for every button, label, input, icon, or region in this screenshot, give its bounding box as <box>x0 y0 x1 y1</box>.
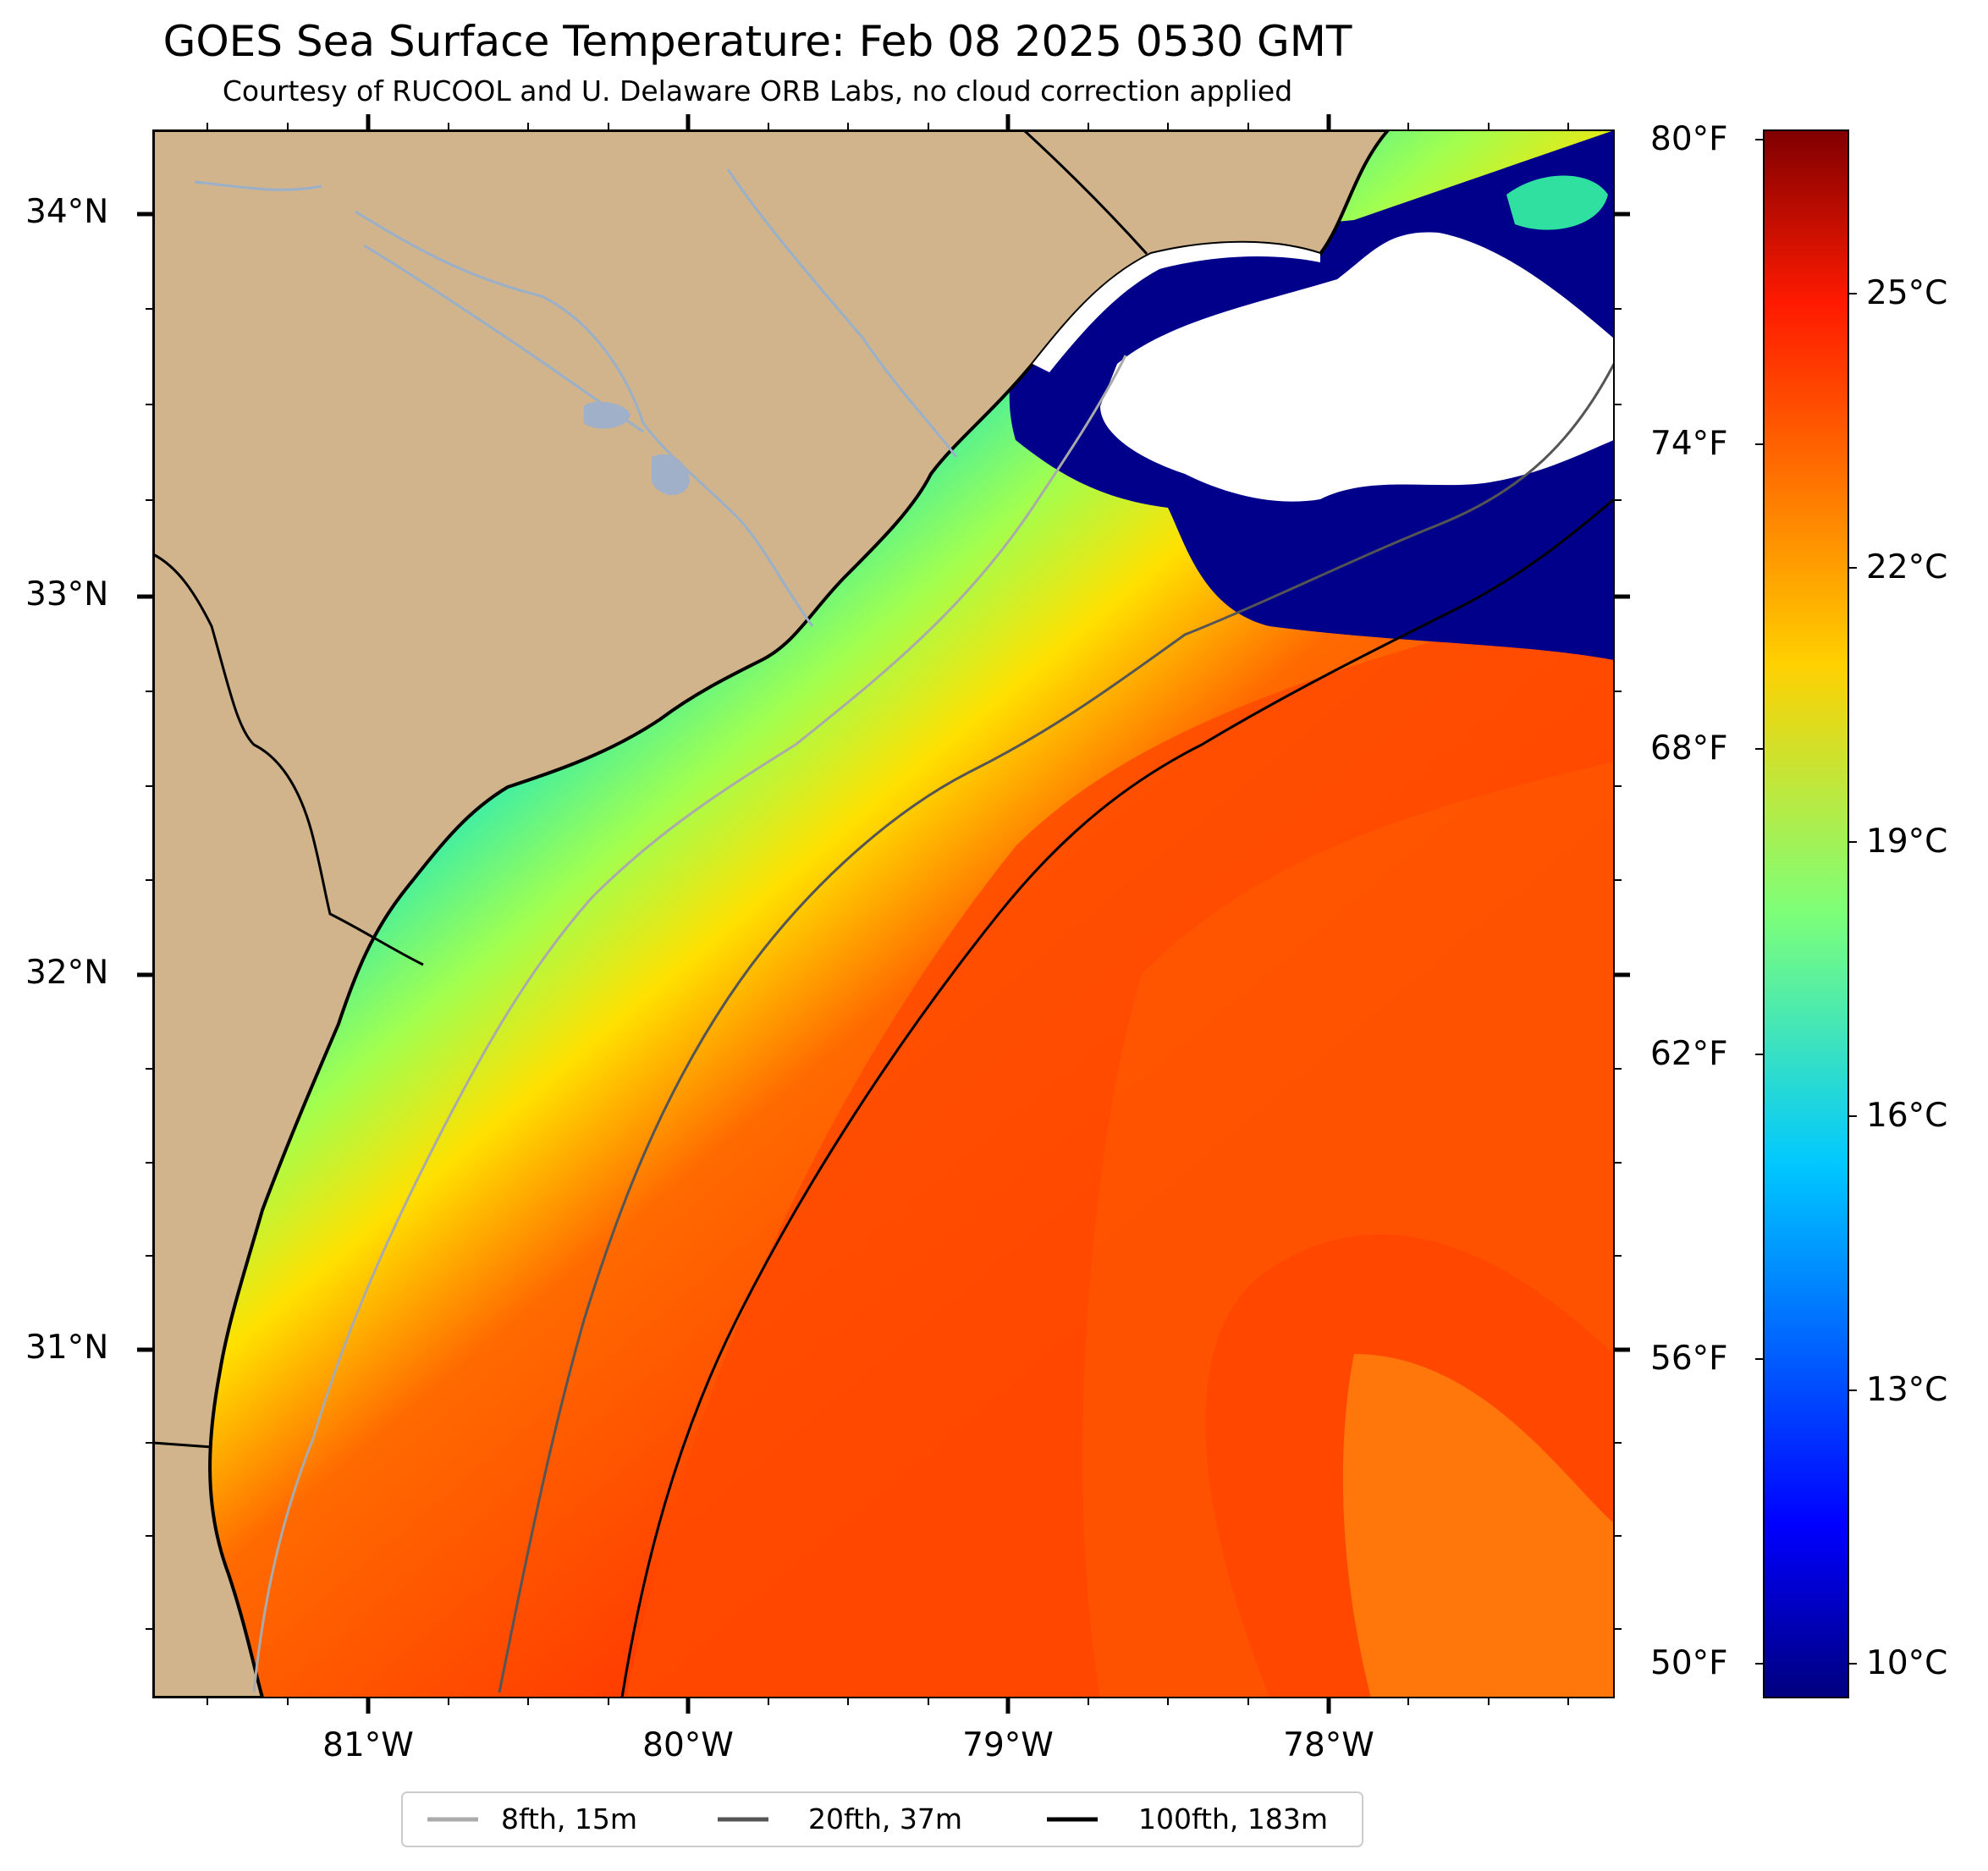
legend-box <box>401 1791 1363 1847</box>
lon-label-81: 81°W <box>322 1726 414 1764</box>
cbar-f-label-68: 68°F <box>1650 729 1728 768</box>
legend-label-20fth: 20fth, 37m <box>808 1802 962 1835</box>
warm-eddy <box>1082 762 1614 1698</box>
cbar-c-label-13: 13°C <box>1866 1371 1948 1409</box>
cbar-f-label-80: 80°F <box>1650 120 1728 158</box>
cbar-c-label-25: 25°C <box>1866 274 1948 312</box>
warm-patch <box>1342 1354 1614 1698</box>
cbar-c-label-16: 16°C <box>1866 1097 1948 1135</box>
lat-label-34: 34°N <box>25 193 109 231</box>
state-border-nc-sc <box>1022 130 1148 256</box>
rivers <box>194 168 958 627</box>
lat-label-33: 33°N <box>25 575 109 614</box>
legend-label-8fth: 8fth, 15m <box>501 1802 638 1835</box>
warm-spot-north <box>1506 175 1608 230</box>
colorbar <box>1763 129 1849 1698</box>
major-ticks <box>137 114 1630 1714</box>
cbar-f-label-62: 62°F <box>1650 1035 1728 1073</box>
chart-subtitle: Courtesy of RUCOOL and U. Delaware ORB L… <box>222 74 1293 107</box>
map-frame <box>152 129 1615 1698</box>
cloud-mask <box>1100 232 1614 502</box>
cbar-f-label-56: 56°F <box>1650 1340 1728 1378</box>
isobath-100fth <box>620 498 1614 1698</box>
lon-label-78: 78°W <box>1283 1726 1374 1764</box>
cbar-f-label-50: 50°F <box>1650 1644 1728 1682</box>
state-border-ga-fl <box>153 1441 212 1449</box>
chart-title: GOES Sea Surface Temperature: Feb 08 202… <box>162 17 1352 66</box>
isobath-8fth <box>252 355 1127 1693</box>
lat-label-32: 32°N <box>25 954 109 992</box>
lakes <box>584 401 690 495</box>
state-border-sc-ga <box>153 553 424 966</box>
legend-label-100fth: 100fth, 183m <box>1138 1802 1328 1835</box>
cbar-c-label-19: 19°C <box>1866 823 1948 861</box>
cbar-f-label-74: 74°F <box>1650 425 1728 463</box>
cbar-c-label-22: 22°C <box>1866 548 1948 586</box>
minor-ticks <box>146 123 1622 1705</box>
isobath-20fth <box>498 363 1614 1693</box>
lat-label-31: 31°N <box>25 1329 109 1367</box>
lon-label-79: 79°W <box>962 1726 1054 1764</box>
coastal-band <box>1033 242 1320 372</box>
lon-label-80: 80°W <box>642 1726 734 1764</box>
colorbar-ticks <box>1755 139 1857 1665</box>
cbar-c-label-10: 10°C <box>1866 1644 1948 1682</box>
